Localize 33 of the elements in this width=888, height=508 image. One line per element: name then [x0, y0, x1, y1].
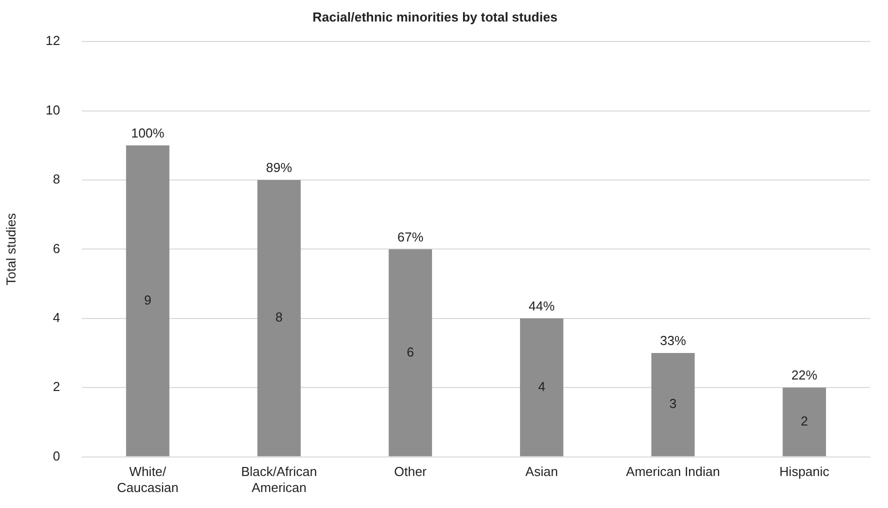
y-tick-label: 4 [52, 310, 60, 325]
annotation: 44% [528, 298, 556, 314]
y-tick-label: 2 [52, 379, 60, 394]
data-label: 4 [538, 378, 546, 394]
y-axis-title: Total studies [3, 212, 18, 286]
y-tick-label: 8 [52, 172, 60, 187]
x-tick-label: Hispanic [779, 464, 830, 480]
bar [126, 145, 170, 456]
annotation: 100% [131, 125, 165, 140]
annotation: 67% [397, 229, 424, 244]
x-tick-label: White/ Caucasian [117, 464, 178, 495]
bar [257, 180, 301, 456]
y-tick-label: 0 [52, 448, 60, 464]
x-tick-label: Other [394, 464, 428, 480]
data-label: 8 [275, 310, 283, 325]
bar [651, 353, 695, 456]
chart-title: Racial/ethnic minorities by total studies [312, 9, 558, 24]
y-tick-label: 12 [46, 33, 60, 48]
bar [520, 318, 564, 456]
x-tick-label: Asian [525, 464, 558, 480]
data-label: 2 [800, 414, 808, 429]
annotation: 89% [266, 160, 292, 176]
annotation: 33% [660, 333, 686, 348]
x-tick-label: American Indian [626, 464, 720, 480]
x-tick-label: Black/African American [241, 464, 317, 495]
data-label: 9 [144, 292, 152, 308]
bar [388, 249, 432, 456]
y-tick-label: 10 [46, 102, 60, 118]
data-label: 6 [406, 344, 414, 360]
bar [782, 388, 826, 456]
y-tick-label: 6 [52, 240, 60, 256]
annotation: 22% [791, 368, 818, 383]
data-label: 3 [669, 396, 677, 412]
